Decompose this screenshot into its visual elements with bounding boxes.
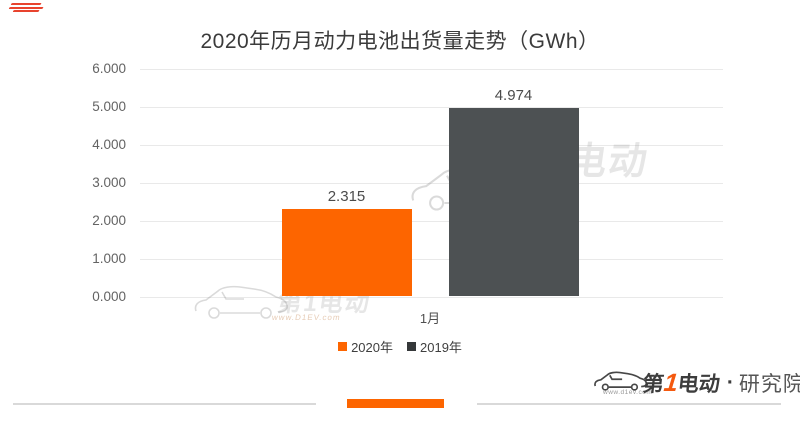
bar-value-label: 4.974 xyxy=(494,86,533,104)
brand-logo-url: www.d1ev.com xyxy=(603,388,653,396)
legend-item: 2019年 xyxy=(407,337,462,356)
chart-title: 2020年历月动力电池出货量走势（GWh） xyxy=(200,30,600,53)
bar-value-label: 2.315 xyxy=(327,187,366,205)
y-gridline xyxy=(140,69,723,70)
footer-divider-left xyxy=(13,402,316,405)
y-axis-tick-label: 4.000 xyxy=(92,136,126,152)
y-gridline xyxy=(140,144,723,146)
legend-swatch xyxy=(407,342,416,351)
y-axis-tick-label: 5.000 xyxy=(92,98,126,114)
y-gridline xyxy=(140,220,723,222)
brand-prefix: 第 xyxy=(641,372,666,396)
brand-org: 研究院 xyxy=(738,372,800,396)
x-axis-tick-label: 1月 xyxy=(419,310,441,326)
brand-suffix: 电动 xyxy=(676,372,721,396)
legend-label: 2020年 xyxy=(351,340,393,355)
bar-2020年 xyxy=(281,208,412,297)
y-gridline xyxy=(140,296,723,298)
car-logo-icon xyxy=(594,370,648,391)
brand-separator: · xyxy=(726,370,734,394)
y-axis-tick-label: 2.000 xyxy=(92,212,126,228)
y-axis-tick-label: 1.000 xyxy=(92,250,126,266)
legend-item: 2020年 xyxy=(338,337,393,356)
legend-swatch xyxy=(338,342,348,351)
y-gridline xyxy=(140,258,723,260)
brand-logo: www.d1ev.com 第1电动 · 研究院 xyxy=(593,367,800,398)
y-axis-tick-label: 6.000 xyxy=(92,61,126,76)
footer-orange-accent xyxy=(347,399,444,408)
y-gridline xyxy=(140,182,723,184)
y-gridline xyxy=(140,106,723,108)
footer-divider-right xyxy=(477,402,781,405)
y-axis-tick-label: 3.000 xyxy=(92,174,126,190)
brand-name: 第1电动 xyxy=(641,368,721,398)
y-axis-tick-label: 0.000 xyxy=(92,288,126,304)
bar-2019年 xyxy=(448,107,579,297)
brand-car-wrap: www.d1ev.com xyxy=(593,370,653,396)
legend-label: 2019年 xyxy=(420,340,462,355)
chart-legend: 2020年 2019年 xyxy=(0,337,800,356)
